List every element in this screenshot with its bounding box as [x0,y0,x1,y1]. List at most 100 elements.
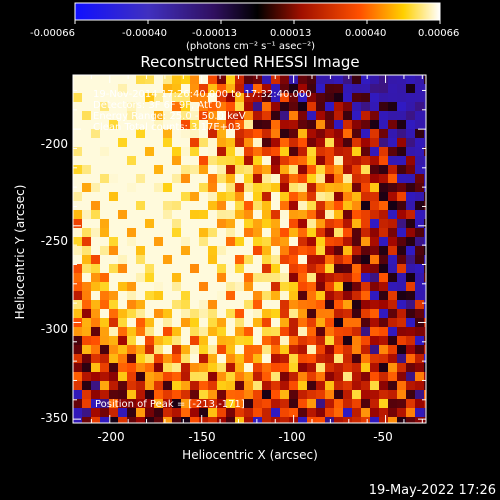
heatmap-cell [172,318,182,328]
heatmap-cell [145,408,155,418]
heatmap-cell [154,138,164,148]
heatmap-cell [100,264,110,274]
heatmap-cell [253,300,263,310]
heatmap-cell [235,102,245,112]
heatmap-cell [253,309,263,319]
heatmap-cell [361,174,371,184]
heatmap-cell [298,75,308,85]
heatmap-cell [73,75,83,85]
heatmap-cell [253,381,263,391]
heatmap-cell [307,273,317,283]
heatmap-cell [82,417,92,423]
heatmap-cell [289,399,299,409]
heatmap-cell [397,291,407,301]
heatmap-cell [136,120,146,130]
heatmap-cell [163,318,173,328]
heatmap-cell [406,210,416,220]
heatmap-cell [280,264,290,274]
heatmap-cell [361,129,371,139]
heatmap-cell [190,228,200,238]
heatmap-cell [91,120,101,130]
heatmap-cell [262,147,272,157]
heatmap-cell [271,291,281,301]
heatmap-cell [406,192,416,202]
heatmap-cell [190,201,200,211]
heatmap-cell [244,318,254,328]
heatmap-cell [280,318,290,328]
heatmap-cell [325,282,335,292]
heatmap-cell [82,201,92,211]
heatmap-cell [127,354,137,364]
heatmap-cell [244,237,254,247]
heatmap-cell [118,318,128,328]
heatmap-cell [379,399,389,409]
heatmap-cell [352,363,362,373]
heatmap-cell [334,93,344,103]
heatmap-cell [82,219,92,229]
heatmap-cell [100,372,110,382]
heatmap-cell [82,264,92,274]
heatmap-cell [397,75,407,85]
heatmap-cell [289,309,299,319]
heatmap-cell [235,291,245,301]
heatmap-cell [109,246,119,256]
heatmap-cell [154,201,164,211]
heatmap-cell [379,75,389,85]
heatmap-cell [172,192,182,202]
heatmap-cell [370,246,380,256]
heatmap-cell [181,165,191,175]
heatmap-cell [109,282,119,292]
heatmap-cell [127,111,137,121]
heatmap-cell [343,228,353,238]
heatmap-cell [361,309,371,319]
heatmap-cell [199,138,209,148]
heatmap-cell [415,120,425,130]
heatmap-cell [208,354,218,364]
heatmap-cell [244,183,254,193]
heatmap-cell [154,120,164,130]
heatmap-cell [82,309,92,319]
heatmap-cell [271,120,281,130]
heatmap-cell [82,120,92,130]
heatmap-cell [136,156,146,166]
heatmap-cell [181,174,191,184]
heatmap-cell [325,372,335,382]
heatmap-cell [217,345,227,355]
heatmap-cell [352,318,362,328]
heatmap-cell [298,246,308,256]
heatmap-cell [370,84,380,94]
heatmap-cell [226,246,236,256]
heatmap-cell [415,408,425,418]
heatmap-cell [316,318,326,328]
heatmap-cell [262,408,272,418]
heatmap-cell [118,201,128,211]
heatmap-cell [370,417,380,423]
heatmap-cell [172,201,182,211]
heatmap-cell [325,264,335,274]
heatmap-cell [388,255,398,265]
heatmap-cell [262,291,272,301]
heatmap-cell [109,237,119,247]
heatmap-cell [136,300,146,310]
heatmap-cell [370,381,380,391]
heatmap-cell [190,246,200,256]
heatmap-cell [280,363,290,373]
heatmap-cell [262,363,272,373]
heatmap-cell [298,363,308,373]
heatmap-cell [208,291,218,301]
heatmap-cell [361,399,371,409]
heatmap-cell [325,183,335,193]
heatmap-cell [208,75,218,85]
heatmap-cell [316,174,326,184]
heatmap-cell [136,417,146,423]
colorbar-tick-label: -0.00040 [122,28,167,39]
heatmap-cell [361,192,371,202]
x-tick-label: -200 [97,430,124,444]
heatmap-cell [370,372,380,382]
heatmap-cell [271,336,281,346]
heatmap-cell [109,381,119,391]
heatmap-cell [118,174,128,184]
heatmap-cell [415,147,425,157]
heatmap-cell [325,120,335,130]
heatmap-cell [127,282,137,292]
